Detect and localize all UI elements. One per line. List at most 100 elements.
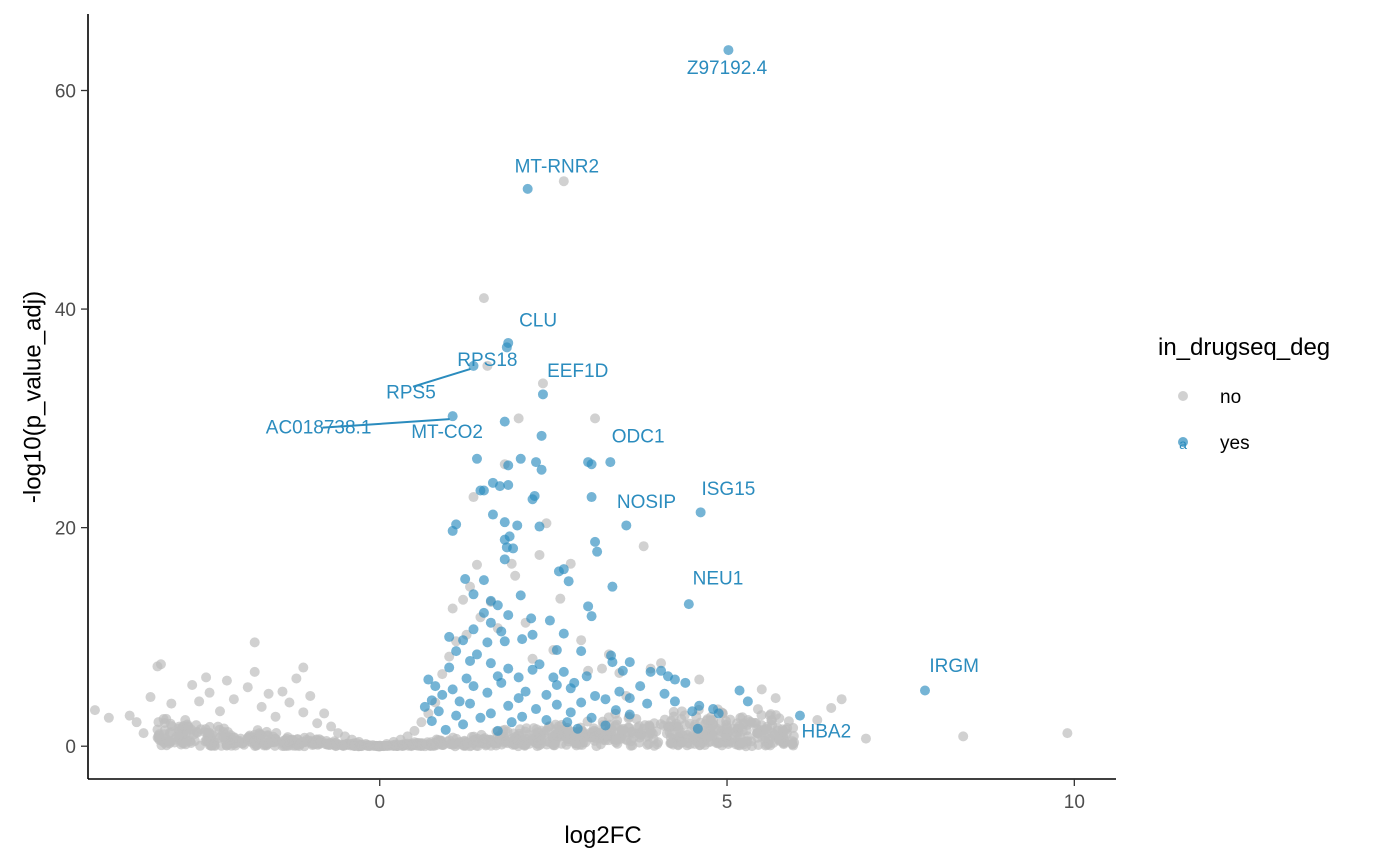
gene-point-yes <box>683 599 694 610</box>
gene-point-no <box>527 653 538 664</box>
gene-point-no <box>531 724 542 735</box>
gene-point-yes <box>565 683 576 694</box>
legend-title: in_drugseq_deg <box>1158 334 1330 361</box>
gene-point-yes <box>656 665 667 676</box>
gene-point-no <box>590 413 601 424</box>
gene-point-no <box>277 686 288 697</box>
gene-point-no <box>680 719 691 730</box>
gene-label: RPS18 <box>457 350 517 371</box>
gene-point-no <box>555 593 566 604</box>
gene-point-no <box>549 737 560 748</box>
gene-point-yes <box>471 649 482 660</box>
gene-point-yes <box>669 696 680 707</box>
gene-point-yes <box>586 459 597 470</box>
gene-point-no <box>666 728 677 739</box>
label-leader-line <box>412 367 471 388</box>
gene-point-no <box>589 732 600 743</box>
gene-point-yes <box>551 699 562 710</box>
gene-point-yes <box>617 665 628 676</box>
gene-point-yes <box>551 645 562 656</box>
x-axis-title: log2FC <box>564 822 641 849</box>
y-tick-label: 20 <box>55 519 76 540</box>
gene-point-yes <box>499 534 510 545</box>
gene-point-no <box>468 492 479 503</box>
gene-point-yes <box>451 710 462 721</box>
gene-label: ODC1 <box>612 426 665 447</box>
gene-point-no <box>537 378 548 389</box>
gene-point-no <box>576 635 587 646</box>
gene-point-yes <box>468 360 479 371</box>
gene-point-yes <box>485 617 496 628</box>
legend-key-no <box>1178 391 1188 401</box>
gene-point-no <box>214 706 225 717</box>
gene-point-yes <box>659 688 670 699</box>
legend: in_drugseq_deg no a yes <box>1158 334 1330 454</box>
gene-point-yes <box>458 635 469 646</box>
gene-point-no <box>772 722 783 733</box>
gene-label: ISG15 <box>701 479 755 500</box>
gene-point-yes <box>527 494 538 505</box>
gene-point-no <box>770 693 781 704</box>
gene-point-no <box>694 674 705 685</box>
gene-point-yes <box>501 342 512 353</box>
gene-point-yes <box>517 711 528 722</box>
gene-point-yes <box>496 626 507 637</box>
gene-point-yes <box>458 719 469 730</box>
gene-point-yes <box>563 576 574 587</box>
gene-point-yes <box>496 677 507 688</box>
gene-point-no <box>836 694 847 705</box>
gene-point-yes <box>478 575 489 586</box>
y-tick-label: 40 <box>55 300 76 321</box>
gene-point-yes <box>624 693 635 704</box>
gene-point-yes <box>537 389 548 400</box>
gene-point-no <box>534 549 545 560</box>
gene-point-no <box>720 729 731 740</box>
gene-point-no <box>249 637 260 648</box>
gene-label: IRGM <box>929 656 979 677</box>
gene-label: Z97192.4 <box>687 58 768 79</box>
gene-point-no <box>242 682 253 693</box>
gene-point-no <box>409 725 420 736</box>
gene-point-yes <box>527 664 538 675</box>
gene-point-no <box>180 714 191 725</box>
gene-point-no <box>708 714 719 725</box>
gene-point-no <box>787 739 798 750</box>
gene-point-no <box>325 738 336 749</box>
gene-point-no <box>214 732 225 743</box>
gene-label: MT-RNR2 <box>515 156 599 177</box>
gene-point-yes <box>503 480 514 491</box>
gene-point-yes <box>512 520 523 531</box>
gene-point-yes <box>444 631 455 642</box>
gene-point-no <box>426 737 437 748</box>
label-leader-line <box>322 418 450 429</box>
gene-point-no <box>305 690 316 701</box>
y-axis-title: -log10(p_value_adj) <box>19 291 46 503</box>
gene-point-yes <box>590 536 601 547</box>
gene-point-yes <box>503 663 514 674</box>
series-yes <box>419 45 930 736</box>
gene-point-yes <box>645 666 656 677</box>
gene-point-yes <box>553 566 564 577</box>
gene-point-yes <box>713 708 724 719</box>
gene-point-yes <box>503 700 514 711</box>
gene-point-yes <box>487 509 498 520</box>
gene-point-yes <box>614 686 625 697</box>
gene-point-yes <box>695 507 706 518</box>
gene-point-no <box>503 738 514 749</box>
gene-point-no <box>570 738 581 749</box>
gene-point-no <box>297 737 308 748</box>
gene-label: RPS5 <box>386 383 436 404</box>
gene-point-no <box>206 740 217 751</box>
gene-point-no <box>471 559 482 570</box>
gene-point-yes <box>499 554 510 565</box>
gene-point-yes <box>515 453 526 464</box>
gene-point-no <box>749 718 760 729</box>
gene-point-no <box>725 714 736 725</box>
gene-point-no <box>510 570 521 581</box>
gene-point-yes <box>586 492 597 503</box>
gene-point-yes <box>522 183 533 194</box>
gene-point-yes <box>605 457 616 468</box>
gene-point-no <box>192 726 203 737</box>
